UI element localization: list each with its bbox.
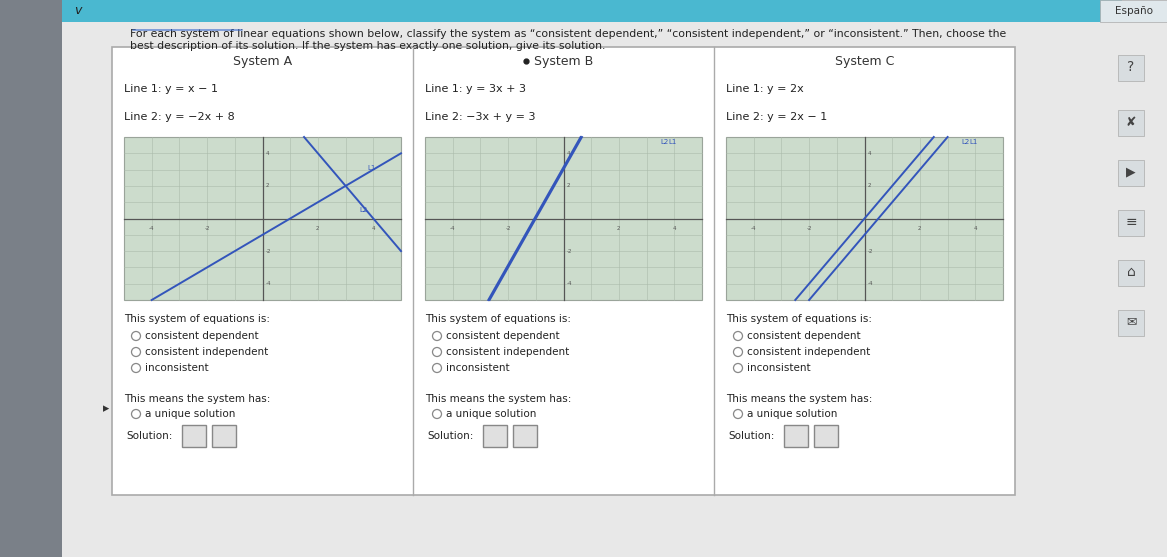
Text: v: v [75, 4, 82, 17]
Text: -2: -2 [566, 248, 572, 253]
Text: Line 1: y = 2x: Line 1: y = 2x [726, 84, 804, 94]
Bar [425, 137, 703, 300]
Text: Line 2: y = 2x − 1: Line 2: y = 2x − 1 [726, 112, 827, 122]
Text: This system of equations is:: This system of equations is: [425, 314, 571, 324]
Text: This system of equations is:: This system of equations is: [726, 314, 872, 324]
Text: -4: -4 [450, 226, 455, 231]
Text: consistent dependent: consistent dependent [145, 331, 259, 341]
Bar [1118, 310, 1144, 336]
Text: Solution:: Solution: [728, 431, 775, 441]
Text: -4: -4 [266, 281, 271, 286]
Text: ✘: ✘ [1126, 115, 1137, 129]
Text: inconsistent: inconsistent [446, 363, 510, 373]
Bar [1118, 160, 1144, 186]
Text: consistent independent: consistent independent [145, 347, 268, 357]
Text: ▶: ▶ [1126, 165, 1135, 178]
Text: L2: L2 [661, 139, 669, 145]
Text: -4: -4 [149, 226, 154, 231]
Text: System B: System B [533, 55, 593, 67]
Bar [62, 0, 1121, 22]
Bar [483, 425, 506, 447]
Text: 4: 4 [266, 151, 270, 156]
Text: -2: -2 [505, 226, 511, 231]
Text: 2: 2 [867, 183, 871, 188]
Bar [1100, 0, 1167, 22]
Text: This means the system has:: This means the system has: [726, 394, 873, 404]
Text: 4: 4 [371, 226, 375, 231]
Text: L2: L2 [359, 207, 368, 213]
Text: -4: -4 [867, 281, 873, 286]
Text: consistent dependent: consistent dependent [446, 331, 560, 341]
Text: 2: 2 [617, 226, 621, 231]
Bar [1118, 110, 1144, 136]
Text: consistent independent: consistent independent [446, 347, 569, 357]
Text: Line 2: −3x + y = 3: Line 2: −3x + y = 3 [425, 112, 536, 122]
Text: inconsistent: inconsistent [747, 363, 811, 373]
Text: a unique solution: a unique solution [145, 409, 236, 419]
Text: System C: System C [834, 55, 894, 67]
Text: Españo: Españo [1114, 6, 1153, 16]
Bar [726, 137, 1002, 300]
Text: a unique solution: a unique solution [747, 409, 838, 419]
Text: 2: 2 [918, 226, 922, 231]
Bar [784, 425, 808, 447]
Text: L1: L1 [669, 139, 677, 145]
Text: L1: L1 [368, 165, 376, 171]
Bar [0, 0, 62, 557]
Bar [112, 47, 1015, 495]
Text: Solution:: Solution: [427, 431, 474, 441]
Text: ▸: ▸ [103, 403, 110, 416]
Text: a unique solution: a unique solution [446, 409, 537, 419]
Text: This means the system has:: This means the system has: [124, 394, 271, 404]
Text: ✉: ✉ [1126, 315, 1137, 329]
Text: For each system of linear equations shown below, classify the system as “consist: For each system of linear equations show… [130, 29, 1006, 39]
Text: ?: ? [1127, 60, 1134, 74]
Text: -2: -2 [266, 248, 271, 253]
Text: 4: 4 [973, 226, 977, 231]
Bar [212, 425, 236, 447]
Text: Line 1: y = 3x + 3: Line 1: y = 3x + 3 [425, 84, 526, 94]
Text: consistent independent: consistent independent [747, 347, 871, 357]
Text: -2: -2 [806, 226, 812, 231]
Text: -2: -2 [867, 248, 873, 253]
Text: -2: -2 [204, 226, 210, 231]
Text: Solution:: Solution: [126, 431, 173, 441]
Bar [182, 425, 207, 447]
Bar [815, 425, 838, 447]
Bar [1118, 210, 1144, 236]
Bar [1118, 260, 1144, 286]
Text: 2: 2 [266, 183, 270, 188]
Text: -4: -4 [750, 226, 756, 231]
Text: 4: 4 [867, 151, 871, 156]
Text: System A: System A [233, 55, 292, 67]
Text: L1: L1 [970, 139, 978, 145]
Text: 4: 4 [672, 226, 676, 231]
Text: inconsistent: inconsistent [145, 363, 209, 373]
Text: This means the system has:: This means the system has: [425, 394, 572, 404]
Text: This system of equations is:: This system of equations is: [124, 314, 270, 324]
Text: 2: 2 [316, 226, 320, 231]
Text: -4: -4 [566, 281, 572, 286]
Text: 2: 2 [566, 183, 569, 188]
Text: best description of its solution. If the system has exactly one solution, give i: best description of its solution. If the… [130, 41, 606, 51]
Text: L2: L2 [962, 139, 970, 145]
Bar [124, 137, 401, 300]
Text: ⌂: ⌂ [1126, 265, 1135, 279]
Text: consistent dependent: consistent dependent [747, 331, 860, 341]
Text: Line 1: y = x − 1: Line 1: y = x − 1 [124, 84, 218, 94]
Text: 4: 4 [566, 151, 569, 156]
Text: ≡: ≡ [1125, 215, 1137, 229]
Bar [513, 425, 537, 447]
Bar [1118, 55, 1144, 81]
Text: Line 2: y = −2x + 8: Line 2: y = −2x + 8 [124, 112, 235, 122]
